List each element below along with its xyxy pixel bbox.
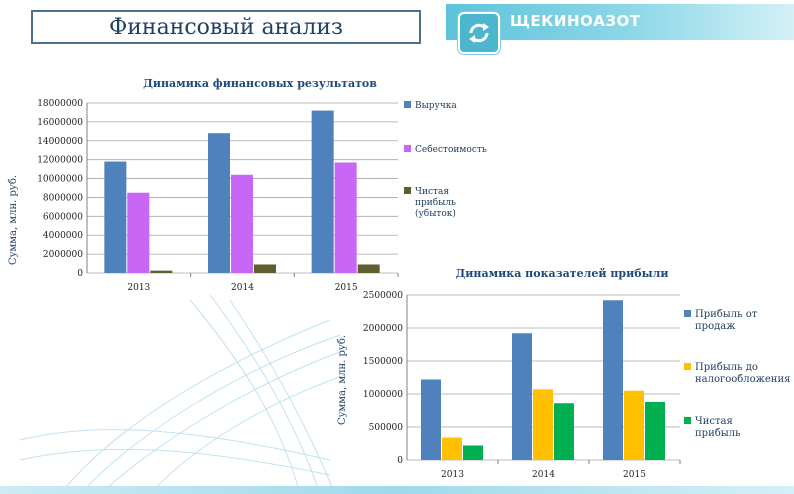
financial-results-chart: Динамика финансовых результатов Сумма, м… xyxy=(8,77,487,293)
legend-label-line: Себестоимость xyxy=(415,144,487,155)
page-title-box: Финансовый анализ xyxy=(31,10,421,44)
y-tick-label: 10000000 xyxy=(37,175,83,185)
page-title: Финансовый анализ xyxy=(108,14,344,40)
legend-swatch-2 xyxy=(684,417,691,424)
legend-label-0: Выручка xyxy=(415,101,457,111)
legend-label-2: Чистая прибыль (убыток) xyxy=(415,187,456,219)
legend-label-line: Выручка xyxy=(415,101,457,111)
bar-2013-series-0 xyxy=(104,161,127,273)
y-tick-label: 0 xyxy=(77,269,83,279)
legend-label-0: Прибыль от продаж xyxy=(695,309,758,332)
chart-title: Динамика показателей прибыли xyxy=(455,267,668,280)
x-tick-label: 2013 xyxy=(127,283,150,293)
y-axis-label: Сумма, млн. руб. xyxy=(8,175,19,265)
recycle-arrows-icon xyxy=(469,23,489,43)
legend-label-line: налогообложения xyxy=(695,374,790,385)
bar-2015-series-2 xyxy=(645,401,665,460)
header-band xyxy=(446,4,794,40)
legend-label-line: Прибыль до xyxy=(695,362,758,373)
legend-label-1: Себестоимость xyxy=(415,144,487,155)
y-tick-label: 14000000 xyxy=(37,137,83,147)
bar-2013-series-2 xyxy=(463,445,483,460)
y-tick-label: 16000000 xyxy=(37,118,83,128)
bar-2013-series-1 xyxy=(442,437,462,460)
x-tick-label: 2014 xyxy=(231,283,254,293)
x-tick-label: 2013 xyxy=(441,470,464,480)
bar-2014-series-2 xyxy=(554,403,574,460)
bottom-bar xyxy=(0,486,794,494)
bar-2015-series-1 xyxy=(624,390,644,460)
bar-2015-series-0 xyxy=(603,300,623,460)
legend-label-line: Прибыль от xyxy=(695,309,758,320)
legend-label-line: прибыль xyxy=(695,428,741,439)
x-tick-label: 2015 xyxy=(335,283,358,293)
y-tick-label: 2500000 xyxy=(363,291,403,301)
bar-2014-series-2 xyxy=(254,264,276,273)
y-tick-label: 8000000 xyxy=(43,193,83,203)
legend-swatch-2 xyxy=(404,187,411,194)
company-name: ЩЕКИНОАЗОТ xyxy=(510,12,641,30)
legend-label-1: Прибыль до налогообложения xyxy=(695,362,790,385)
bar-2014-series-0 xyxy=(512,333,532,460)
x-tick-label: 2015 xyxy=(623,470,646,480)
bar-2015-series-2 xyxy=(357,264,380,273)
y-tick-label: 2000000 xyxy=(43,250,83,260)
bar-2014-series-1 xyxy=(231,174,253,273)
y-tick-label: 18000000 xyxy=(37,99,83,109)
x-tick-label: 2014 xyxy=(532,470,555,480)
legend-swatch-1 xyxy=(404,145,411,152)
chart-title: Динамика финансовых результатов xyxy=(143,77,377,90)
legend-swatch-0 xyxy=(684,310,691,317)
legend-swatch-0 xyxy=(404,101,411,108)
bar-2014-series-1 xyxy=(533,389,553,460)
y-axis-label: Сумма, млн. руб. xyxy=(337,335,348,425)
y-tick-label: 500000 xyxy=(369,423,404,433)
legend-label-line: Чистая xyxy=(695,416,733,427)
legend-label-line: Чистая xyxy=(415,187,449,197)
profit-indicators-chart: Динамика показателей прибыли Сумма, млн.… xyxy=(337,267,790,480)
bar-2015-series-1 xyxy=(334,162,357,273)
y-tick-label: 4000000 xyxy=(43,231,83,241)
y-tick-label: 6000000 xyxy=(43,212,83,222)
y-tick-label: 0 xyxy=(397,456,403,466)
y-tick-label: 1500000 xyxy=(363,357,403,367)
bar-2013-series-0 xyxy=(421,379,441,460)
legend-label-line: (убыток) xyxy=(415,208,456,219)
legend-label-line: прибыль xyxy=(415,197,456,208)
company-logo xyxy=(458,12,500,54)
y-tick-label: 1000000 xyxy=(363,390,403,400)
bar-2014-series-0 xyxy=(208,133,230,273)
legend-label-line: продаж xyxy=(695,321,736,332)
bar-2013-series-1 xyxy=(127,192,150,273)
legend-label-2: Чистая прибыль xyxy=(695,416,741,439)
y-tick-label: 12000000 xyxy=(37,156,83,166)
legend-swatch-1 xyxy=(684,363,691,370)
bar-2013-series-2 xyxy=(150,270,173,273)
y-tick-label: 2000000 xyxy=(363,324,403,334)
bar-2015-series-0 xyxy=(311,110,334,273)
